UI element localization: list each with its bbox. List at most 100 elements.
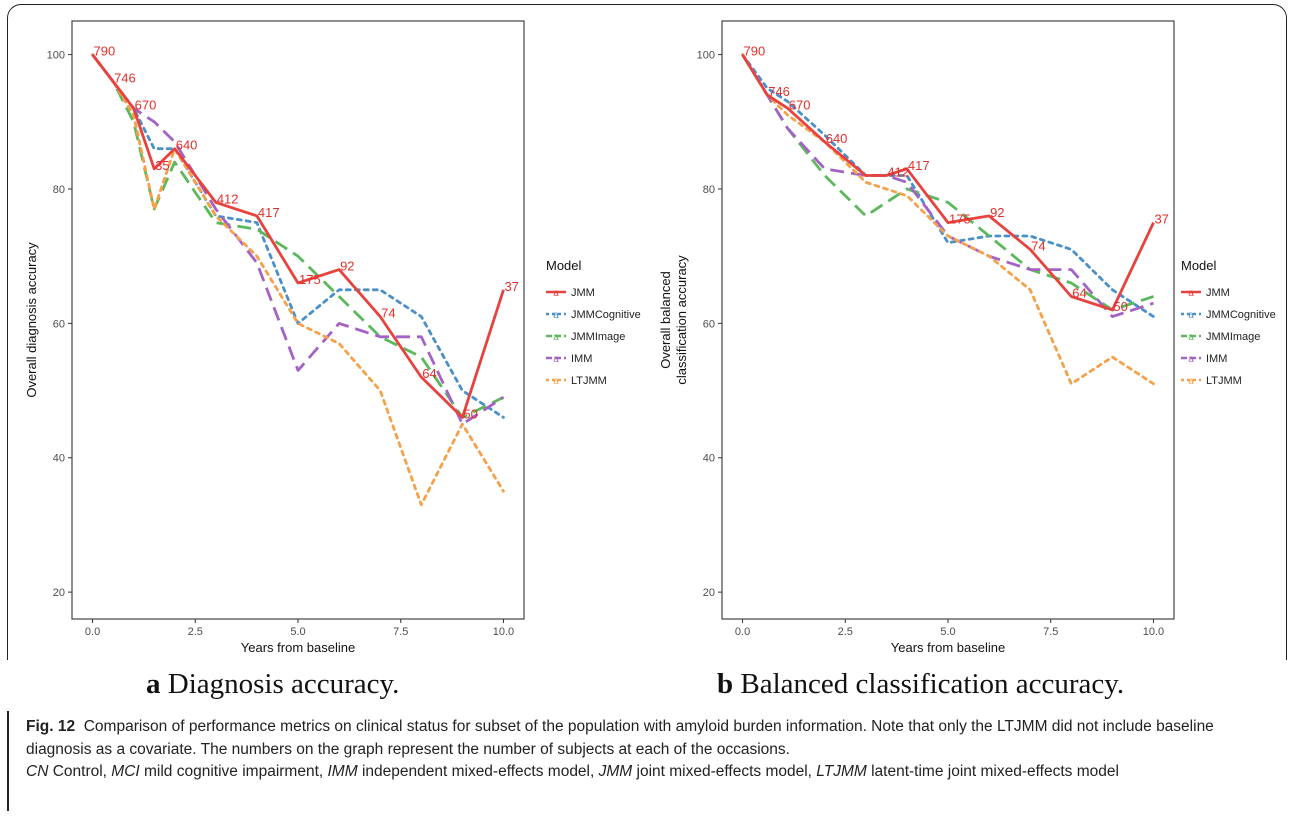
legend-key-glyph: a — [553, 310, 559, 321]
x-tick-label: 5.0 — [290, 626, 305, 638]
legend-label-jmmcognitive: JMMCognitive — [571, 309, 641, 321]
y-tick-label: 40 — [703, 453, 715, 465]
legend-label-ltjmm: LTJMM — [1206, 375, 1242, 387]
data-label: 746 — [768, 84, 790, 99]
legend-key-glyph: a — [553, 376, 559, 387]
data-label: 790 — [94, 44, 116, 59]
legend-title: Model — [1181, 258, 1217, 273]
legend-label-jmmcognitive: JMMCognitive — [1206, 309, 1276, 321]
abbreviation-list: CN Control, MCI mild cognitive impairmen… — [26, 763, 1119, 780]
x-tick-label: 7.5 — [393, 626, 408, 638]
abbr-ltjmm: LTJMM — [816, 763, 867, 780]
legend-key-glyph: a — [553, 288, 559, 299]
series-line-imm — [741, 53, 1154, 319]
subcaption-b-text: Balanced classification accuracy. — [733, 668, 1125, 700]
legend-label-imm: IMM — [1206, 353, 1227, 365]
series-line-ltjmm — [741, 53, 1155, 386]
abbr-mci: MCI — [111, 763, 140, 780]
data-label: 175 — [299, 272, 321, 287]
data-label: 640 — [176, 138, 198, 153]
data-label: 790 — [744, 44, 766, 59]
data-label: 746 — [114, 70, 136, 85]
x-tick-label: 2.5 — [188, 626, 203, 638]
data-label: 74 — [381, 306, 395, 321]
x-tick-label: 10.0 — [493, 626, 514, 638]
x-axis-label: Years from baseline — [891, 640, 1005, 655]
data-label: 640 — [826, 131, 848, 146]
x-axis-label: Years from baseline — [241, 640, 355, 655]
caption-rule — [7, 711, 9, 811]
legend-label-jmmimage: JMMImage — [571, 331, 625, 343]
series-line-jmm — [741, 53, 1155, 312]
y-tick-label: 100 — [697, 50, 715, 62]
chart-panel-a: 20 40 60 80 100 0.0 2.5 5.0 7.5 10.0 Years from ba… — [24, 20, 641, 655]
abbr-definition: Control, — [48, 763, 112, 780]
figure-number: Fig. 12 — [26, 718, 76, 735]
legend-label-jmm: JMM — [571, 287, 595, 299]
x-tick-label: 7.5 — [1043, 626, 1058, 638]
subcaption-b: b Balanced classification accuracy. — [717, 668, 1124, 701]
legend-title: Model — [546, 258, 582, 273]
y-axis-label: Overall diagnosis accuracy — [24, 242, 39, 398]
legend-label-ltjmm: LTJMM — [571, 375, 607, 387]
data-label: 92 — [340, 259, 354, 274]
legend-key-glyph: a — [553, 332, 559, 343]
data-label: 92 — [990, 205, 1004, 220]
data-label: 50 — [463, 406, 477, 421]
y-tick-label: 100 — [47, 50, 65, 62]
data-label: 412 — [217, 191, 239, 206]
x-tick-label: 0.0 — [735, 626, 750, 638]
y-tick-label: 80 — [703, 184, 715, 196]
x-tick-label: 5.0 — [940, 626, 955, 638]
x-tick-label: 10.0 — [1143, 626, 1164, 638]
legend-key-glyph: a — [1188, 288, 1194, 299]
data-label: 64 — [1072, 285, 1086, 300]
legend-key-glyph: a — [1188, 332, 1194, 343]
abbr-jmm: JMM — [598, 763, 633, 780]
y-axis-label: Overall balancedclassification accuracy — [658, 255, 689, 385]
y-tick-label: 60 — [53, 318, 65, 330]
y-tick-label: 20 — [703, 587, 715, 599]
legend-label-imm: IMM — [571, 353, 592, 365]
subcaption-a-letter: a — [146, 668, 161, 700]
data-label: 670 — [135, 97, 157, 112]
abbr-definition: latent-time joint mixed-effects model — [866, 763, 1119, 780]
y-tick-label: 20 — [53, 587, 65, 599]
series-line-jmmcognitive — [741, 53, 1155, 319]
data-label: 670 — [789, 97, 811, 112]
data-label: 64 — [422, 366, 436, 381]
chart-panel-b: 20 40 60 80 100 0.0 2.5 5.0 7.5 10.0 Years from ba… — [658, 20, 1276, 655]
x-tick-label: 2.5 — [838, 626, 853, 638]
subcaption-a: a Diagnosis accuracy. — [146, 668, 399, 701]
abbr-definition: joint mixed-effects model, — [632, 763, 817, 780]
subcaption-a-text: Diagnosis accuracy. — [160, 668, 400, 700]
series-line-ltjmm — [91, 53, 505, 507]
legend-label-jmm: JMM — [1206, 287, 1230, 299]
abbr-cn: CN — [26, 763, 49, 780]
data-label: 37 — [1154, 212, 1168, 227]
data-label: 74 — [1031, 238, 1045, 253]
caption-text: Comparison of performance metrics on cli… — [26, 718, 1214, 758]
data-label: 50 — [1113, 299, 1127, 314]
legend-key-glyph: a — [553, 354, 559, 365]
x-tick-label: 0.0 — [85, 626, 100, 638]
y-tick-label: 40 — [53, 453, 65, 465]
data-label: 417 — [258, 205, 280, 220]
data-label: 417 — [908, 158, 930, 173]
legend-key-glyph: a — [1188, 310, 1194, 321]
data-label: 37 — [504, 279, 518, 294]
legend-key-glyph: a — [1188, 354, 1194, 365]
y-axis-label-line: classification accuracy — [674, 255, 689, 385]
abbr-definition: mild cognitive impairment, — [139, 763, 328, 780]
subcaption-b-letter: b — [717, 668, 734, 700]
frame-mask — [0, 660, 1295, 830]
data-label: 175 — [949, 212, 971, 227]
legend-key-glyph: a — [1188, 376, 1194, 387]
y-tick-label: 80 — [53, 184, 65, 196]
abbr-imm: IMM — [327, 763, 358, 780]
series-line-jmm — [91, 53, 505, 419]
y-tick-label: 60 — [703, 318, 715, 330]
abbr-definition: independent mixed-effects model, — [357, 763, 599, 780]
plot-area — [721, 20, 1175, 620]
figure-caption: Fig. 12 Comparison of performance metric… — [26, 716, 1266, 784]
